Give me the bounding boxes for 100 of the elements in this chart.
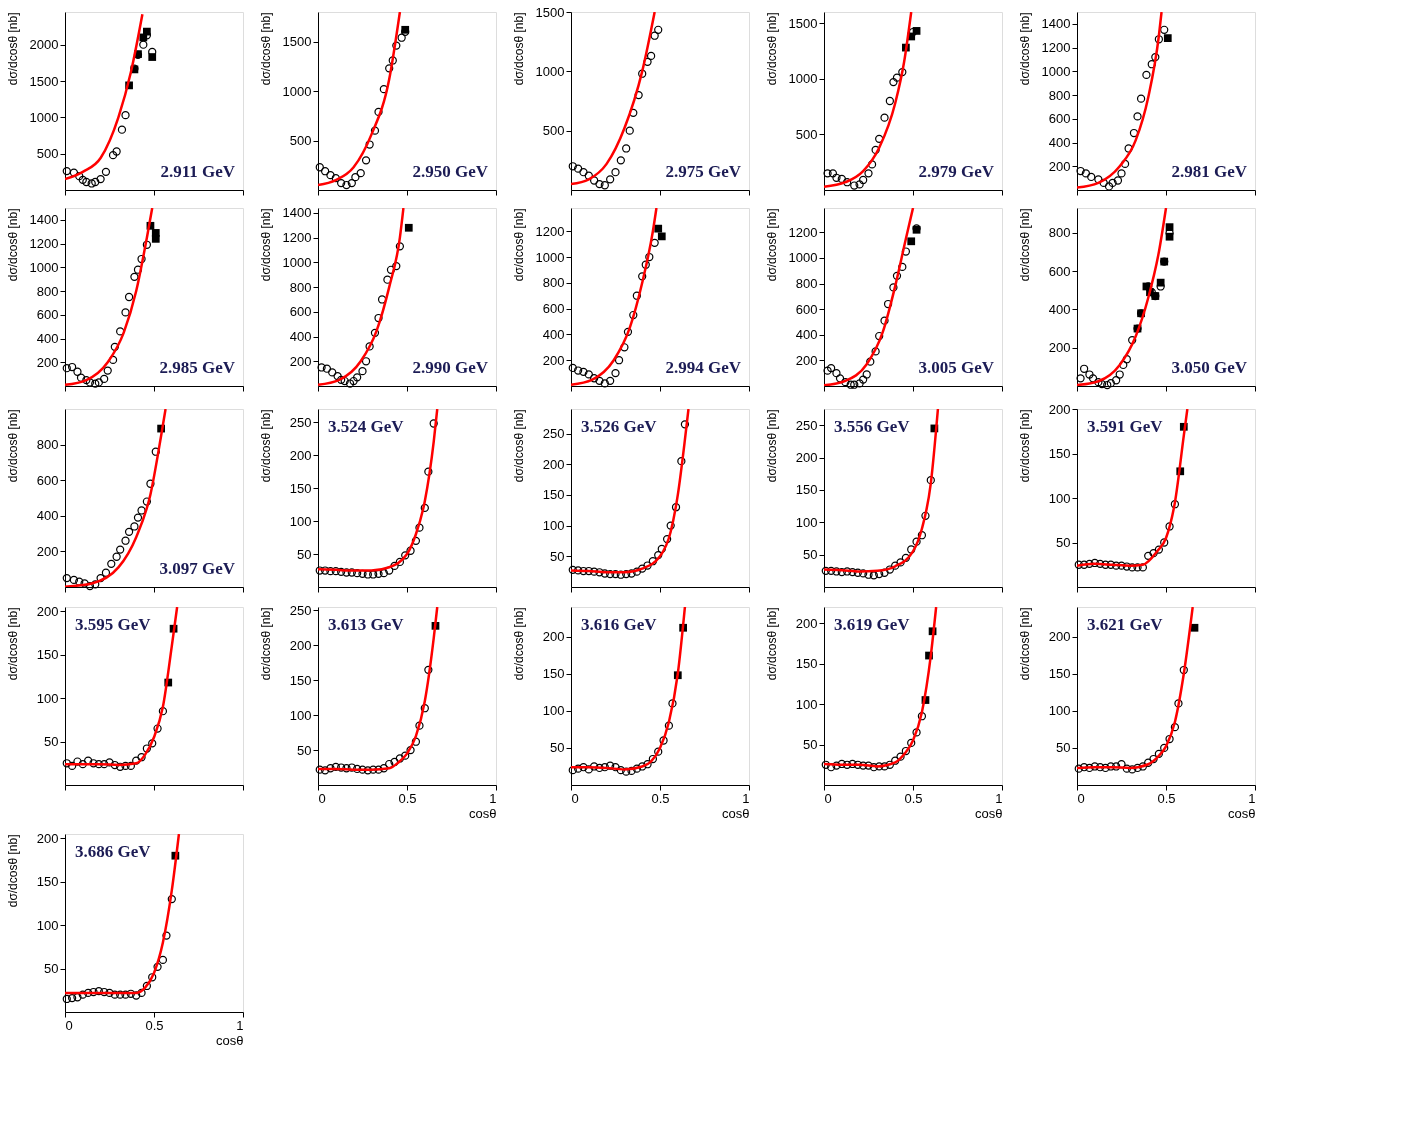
point [638, 69, 647, 78]
point [622, 144, 631, 153]
y-tick-label: 200 [36, 603, 59, 619]
y-tick-label: 1000 [282, 83, 312, 99]
x-tick-label: 0.5 [904, 790, 923, 806]
point [859, 569, 868, 578]
point [641, 260, 650, 269]
point [110, 342, 119, 351]
annotation: 3.686 GeV [75, 842, 152, 861]
y-tick-label: 200 [795, 352, 818, 368]
x-tick-label: 0.5 [651, 790, 670, 806]
point [411, 536, 421, 545]
point [864, 169, 873, 178]
point [643, 561, 652, 570]
point [100, 987, 109, 997]
point [912, 537, 921, 546]
point [347, 178, 356, 188]
y-axis-title: dσ/dcosθ [nb] [258, 409, 273, 483]
point [1074, 764, 1083, 773]
point [429, 419, 438, 428]
point [374, 107, 383, 117]
point [823, 366, 832, 375]
point [1154, 749, 1164, 758]
y-tick-label: 100 [36, 690, 59, 706]
point [595, 568, 604, 577]
point [1151, 52, 1160, 62]
point [611, 168, 620, 177]
point [331, 762, 340, 771]
point [606, 175, 615, 184]
y-tick-label: 1000 [29, 259, 59, 275]
point [130, 522, 139, 531]
point [1085, 370, 1094, 379]
point [1088, 374, 1098, 383]
point [835, 374, 845, 383]
y-tick-label: 400 [1048, 135, 1071, 151]
point [600, 379, 609, 388]
point [627, 569, 636, 578]
point [898, 67, 907, 77]
point [342, 568, 351, 577]
point [595, 763, 604, 773]
y-tick-label: 150 [1048, 446, 1071, 461]
point [1087, 172, 1096, 182]
point [132, 991, 141, 1000]
point [627, 766, 636, 776]
point [584, 566, 593, 576]
point [420, 704, 429, 713]
point [133, 513, 143, 522]
point [832, 567, 841, 576]
x-axis-title: cosθ [975, 805, 1003, 821]
point [1144, 551, 1153, 560]
y-tick-label: 400 [289, 329, 312, 345]
point [1096, 559, 1105, 568]
y-tick-label: 200 [795, 450, 818, 466]
point [880, 762, 889, 771]
point [907, 545, 916, 554]
point [121, 990, 130, 999]
point [62, 573, 71, 583]
point [837, 759, 846, 769]
point [680, 420, 690, 429]
point [1112, 376, 1121, 385]
point [666, 521, 675, 530]
point [1190, 623, 1199, 632]
x-tick-label: 1 [995, 790, 1003, 806]
point [1079, 763, 1089, 772]
y-tick-label: 600 [289, 304, 312, 320]
point [84, 988, 93, 998]
point [611, 763, 620, 772]
annotation: 2.994 GeV [665, 358, 742, 377]
point [349, 376, 358, 386]
point [866, 357, 875, 366]
line-series [824, 607, 938, 768]
point [1103, 380, 1112, 390]
point [896, 752, 905, 761]
point [87, 179, 96, 188]
point [361, 156, 371, 165]
y-tick-label: 800 [795, 276, 818, 292]
point [616, 156, 625, 165]
point [395, 242, 405, 251]
point [1085, 763, 1094, 773]
point [404, 223, 413, 232]
y-axis-title: dσ/dcosθ [nb] [5, 607, 20, 681]
point [94, 760, 103, 769]
point [616, 766, 625, 775]
point [832, 761, 841, 770]
point [880, 316, 889, 325]
point [606, 376, 615, 385]
annotation: 3.097 GeV [159, 559, 236, 578]
point [62, 166, 71, 176]
y-tick-label: 1000 [788, 250, 818, 266]
y-tick-label: 1500 [282, 34, 312, 50]
point [1136, 94, 1146, 103]
point [62, 994, 71, 1004]
annotation: 3.621 GeV [1087, 615, 1164, 634]
point [1099, 178, 1108, 188]
point [353, 764, 362, 774]
point [901, 746, 911, 756]
point [1138, 563, 1147, 572]
annotation: 2.990 GeV [412, 358, 489, 377]
annotation: 3.591 GeV [1087, 417, 1164, 436]
point [112, 552, 121, 561]
